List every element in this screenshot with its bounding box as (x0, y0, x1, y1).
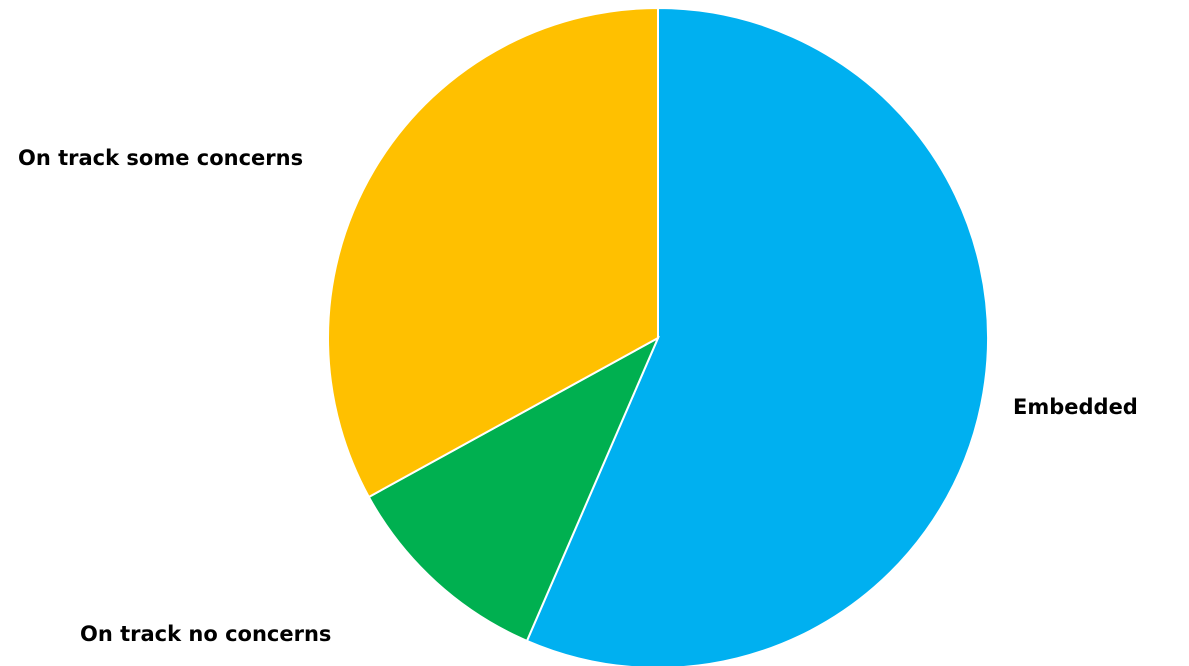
pie-slice-on-track-no-concerns (367, 335, 661, 643)
pie-labels: Embedded On track no concerns On track s… (18, 146, 1138, 646)
slice-label-on-track-no-concerns: On track no concerns (80, 622, 331, 646)
slice-label-embedded: Embedded (1013, 395, 1138, 419)
slice-label-on-track-some-concerns: On track some concerns (18, 146, 303, 170)
pie-slice-on-track-some-concerns (327, 6, 659, 499)
pie-slices (327, 6, 989, 666)
pie-slice-embedded (525, 6, 989, 666)
